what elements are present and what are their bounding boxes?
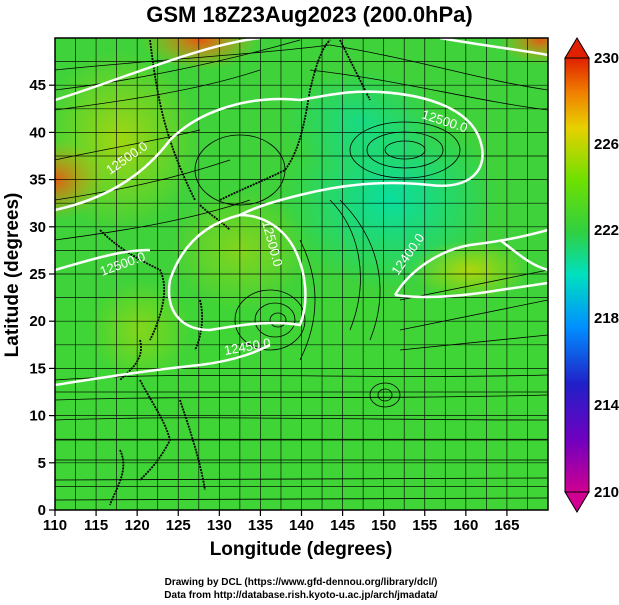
y-axis-ticks: 0 5 10 15 20 25 30 35 40 45: [29, 77, 55, 519]
colorbar-max-triangle: [564, 37, 590, 59]
credit-drawing: Drawing by DCL (https://www.gfd-dennou.o…: [165, 577, 438, 588]
y-tick-label: 10: [29, 408, 46, 425]
colorbar-label: 214: [594, 397, 619, 414]
y-axis-label: Latitude (degrees): [2, 193, 23, 358]
x-tick-label: 160: [453, 517, 478, 534]
x-tick-label: 140: [289, 517, 314, 534]
x-tick-label: 115: [84, 517, 108, 534]
x-axis-label: Longitude (degrees): [210, 539, 393, 560]
y-tick-label: 25: [29, 266, 46, 283]
colorbar-scale: [564, 57, 590, 493]
y-tick-label: 0: [38, 502, 46, 519]
x-tick-label: 130: [207, 517, 232, 534]
x-tick-label: 145: [330, 517, 355, 534]
colorbar-min-triangle: [564, 491, 590, 513]
x-tick-label: 125: [166, 517, 191, 534]
colorbar-label: 222: [594, 222, 619, 239]
wind-streamlines: [55, 39, 548, 501]
y-tick-label: 30: [29, 219, 46, 236]
map-title: GSM 18Z23Aug2023 (200.0hPa): [146, 2, 473, 27]
y-tick-label: 35: [29, 172, 46, 189]
colorbar-label: 218: [594, 310, 619, 327]
y-tick-label: 15: [29, 360, 46, 377]
colorbar-label: 226: [594, 136, 619, 153]
y-tick-label: 40: [29, 124, 46, 141]
x-tick-label: 110: [43, 517, 67, 534]
x-axis-ticks: 110 115 120 125 130 135 140 145 150 155 160 165: [43, 510, 519, 534]
x-tick-label: 150: [371, 517, 396, 534]
x-tick-label: 155: [412, 517, 437, 534]
x-tick-label: 165: [494, 517, 519, 534]
height-contours: [55, 38, 548, 387]
colorbar-label: 230: [594, 50, 619, 67]
credit-data: Data from http://database.rish.kyoto-u.a…: [164, 590, 438, 601]
colorbar-label: 210: [594, 484, 619, 501]
x-tick-label: 120: [125, 517, 150, 534]
y-tick-label: 5: [38, 455, 46, 472]
grid-lines: [54, 37, 549, 511]
y-tick-label: 45: [29, 77, 46, 94]
y-tick-label: 20: [29, 313, 46, 330]
x-tick-label: 135: [248, 517, 273, 534]
colorbar: 230 226 222 218 214 210: [564, 37, 619, 513]
